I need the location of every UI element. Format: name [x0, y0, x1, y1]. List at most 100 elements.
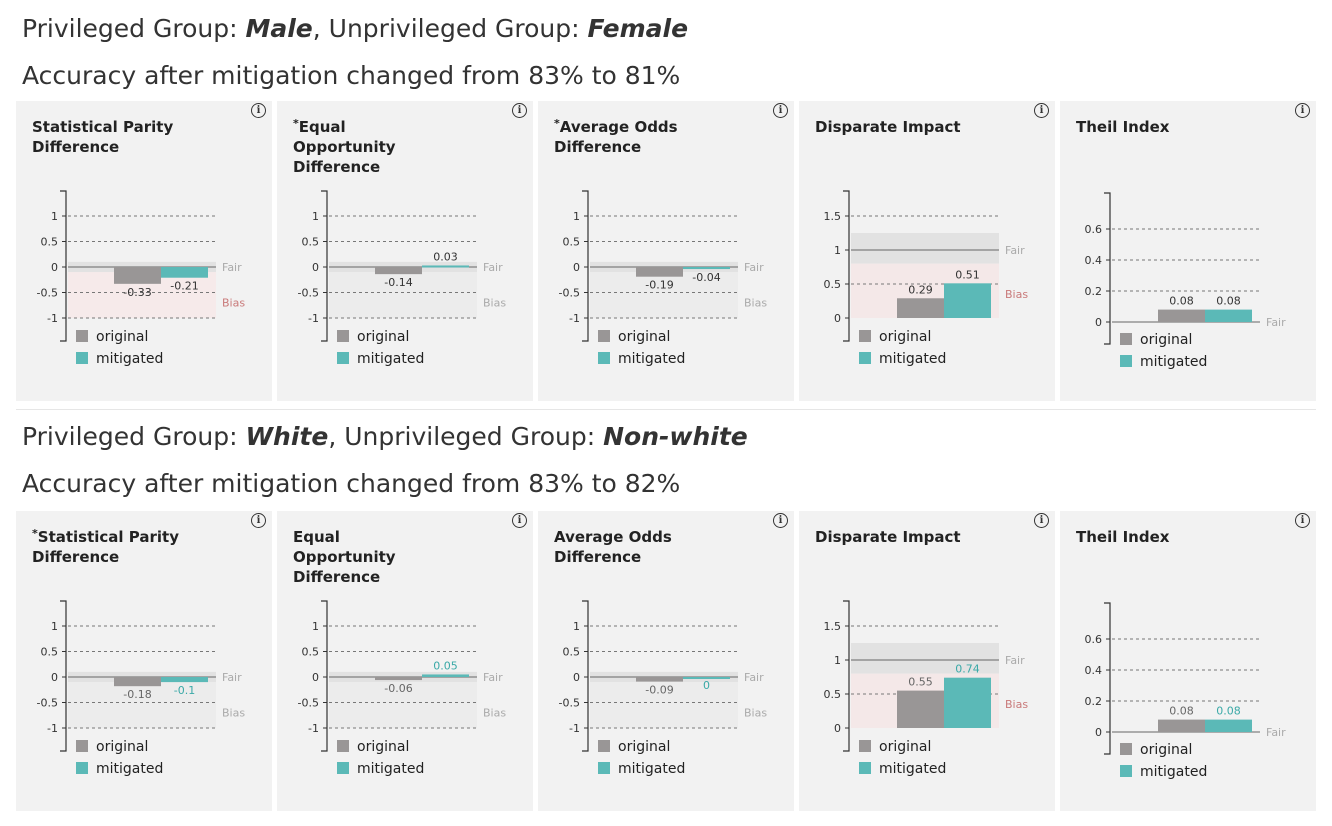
legend-label: mitigated — [879, 351, 947, 367]
section-1-title: Privileged Group: Male, Unprivileged Gro… — [22, 14, 688, 43]
y-tick-label: 0.5 — [563, 236, 581, 249]
privileged-prefix: Privileged Group: — [22, 422, 246, 451]
legend-label: original — [618, 739, 671, 755]
bias-band — [329, 682, 477, 728]
bar-mitigated — [161, 267, 208, 278]
chart-legend: original mitigated — [1120, 739, 1207, 783]
bias-label: Bias — [744, 707, 767, 720]
y-axis — [60, 190, 67, 342]
legend-swatch — [859, 330, 871, 342]
bar-chart: 0.29 0.51 1.5 1 0.5 0 Fair Bias — [824, 190, 1028, 342]
info-icon[interactable]: i — [1295, 103, 1310, 118]
info-icon[interactable]: i — [1034, 103, 1049, 118]
legend-original: original — [337, 326, 424, 348]
metric-panel: Disparate Impact i 0.29 0.51 1.5 1 0.5 0 Fair Bia… — [799, 101, 1055, 401]
bar-original — [1158, 719, 1205, 732]
bar-mitigated — [161, 677, 208, 683]
panel-title-text: Statistical Parity Difference — [32, 528, 179, 566]
legend-swatch — [598, 762, 610, 774]
legend-label: mitigated — [618, 351, 686, 367]
legend-swatch — [337, 330, 349, 342]
info-icon[interactable]: i — [512, 103, 527, 118]
bar-original — [1158, 309, 1205, 322]
label-mitigated: 0.05 — [433, 659, 458, 672]
panel-title: Statistical Parity Difference — [32, 117, 182, 157]
y-tick-label: 0 — [51, 671, 58, 684]
y-tick-label: 0.5 — [41, 236, 59, 249]
legend-swatch — [76, 740, 88, 752]
chart-legend: original mitigated — [76, 326, 163, 370]
legend-label: original — [357, 739, 410, 755]
label-original: -0.18 — [123, 688, 151, 701]
unprivileged-prefix: , Unprivileged Group: — [312, 14, 588, 43]
bar-mitigated — [944, 677, 991, 728]
y-tick-label: 0 — [312, 671, 319, 684]
legend-mitigated: mitigated — [598, 758, 685, 780]
y-axis — [1104, 192, 1111, 345]
y-tick-label: 0.2 — [1085, 285, 1103, 298]
bar-mitigated — [422, 674, 469, 677]
bar-chart: -0.14 0.03 1 0.5 0 -0.5 -1 Fair Bias — [298, 190, 506, 342]
info-icon[interactable]: i — [251, 513, 266, 528]
privileged-prefix: Privileged Group: — [22, 14, 246, 43]
bar-chart: 0.55 0.74 1.5 1 0.5 0 Fair Bias — [824, 600, 1028, 752]
y-tick-label: 0.6 — [1085, 223, 1103, 236]
y-tick-label: 0.5 — [824, 688, 842, 701]
info-icon[interactable]: i — [773, 513, 788, 528]
fair-label: Fair — [744, 671, 764, 684]
label-original: -0.33 — [123, 286, 151, 299]
legend-swatch — [598, 352, 610, 364]
panel-title: Average Odds Difference — [554, 527, 764, 567]
legend-swatch — [1120, 333, 1132, 345]
info-icon[interactable]: i — [1034, 513, 1049, 528]
fair-band — [851, 643, 999, 674]
legend-original: original — [337, 736, 424, 758]
legend-label: mitigated — [1140, 764, 1208, 780]
legend-mitigated: mitigated — [337, 348, 424, 370]
legend-label: mitigated — [357, 351, 425, 367]
label-mitigated: 0.51 — [955, 268, 980, 281]
legend-mitigated: mitigated — [859, 348, 946, 370]
legend-original: original — [859, 326, 946, 348]
label-mitigated: 0.03 — [433, 250, 458, 263]
legend-label: mitigated — [357, 761, 425, 777]
panel-title-text: Theil Index — [1076, 118, 1170, 136]
legend-original: original — [598, 736, 685, 758]
y-axis — [843, 190, 850, 342]
info-icon[interactable]: i — [512, 513, 527, 528]
legend-swatch — [1120, 765, 1132, 777]
info-icon[interactable]: i — [1295, 513, 1310, 528]
y-tick-label: 0 — [1095, 726, 1102, 739]
fair-label: Fair — [1266, 316, 1286, 329]
metric-panel: Average Odds Difference i -0.09 0 1 0.5 0 -0.5-… — [538, 511, 794, 811]
legend-label: original — [1140, 742, 1193, 758]
bar-chart: -0.09 0 1 0.5 0 -0.5 -1 Fair Bias — [559, 600, 767, 752]
label-original: 0.29 — [908, 283, 933, 296]
info-icon[interactable]: i — [251, 103, 266, 118]
legend-label: original — [879, 329, 932, 345]
y-tick-label: 1 — [51, 210, 58, 223]
y-axis — [843, 600, 850, 752]
bar-original — [375, 267, 422, 275]
label-mitigated: 0.08 — [1216, 295, 1241, 308]
fair-label: Fair — [1266, 726, 1286, 739]
y-tick-label: -0.5 — [559, 287, 580, 300]
y-tick-label: -1 — [47, 722, 58, 735]
legend-swatch — [337, 352, 349, 364]
legend-mitigated: mitigated — [1120, 351, 1207, 373]
panel-title-text: Average Odds Difference — [554, 118, 678, 156]
panel-title-text: Equal Opportunity Difference — [293, 118, 396, 176]
metric-panel: *Statistical Parity Difference i -0.18 -0.1… — [16, 511, 272, 811]
y-tick-label: 0 — [834, 312, 841, 325]
bar-mitigated — [944, 283, 991, 318]
fair-label: Fair — [744, 261, 764, 274]
y-tick-label: 0 — [573, 671, 580, 684]
bar-chart: -0.18 -0.1 1 0.5 0 -0.5 -1 Fair Bias — [37, 600, 245, 752]
y-tick-label: -0.5 — [298, 697, 319, 710]
metric-panel: *Equal Opportunity Difference i -0.14 0.03 1… — [277, 101, 533, 401]
legend-original: original — [1120, 329, 1207, 351]
info-icon[interactable]: i — [773, 103, 788, 118]
y-tick-label: 0 — [573, 261, 580, 274]
y-tick-label: -1 — [47, 312, 58, 325]
chart-legend: original mitigated — [337, 326, 424, 370]
